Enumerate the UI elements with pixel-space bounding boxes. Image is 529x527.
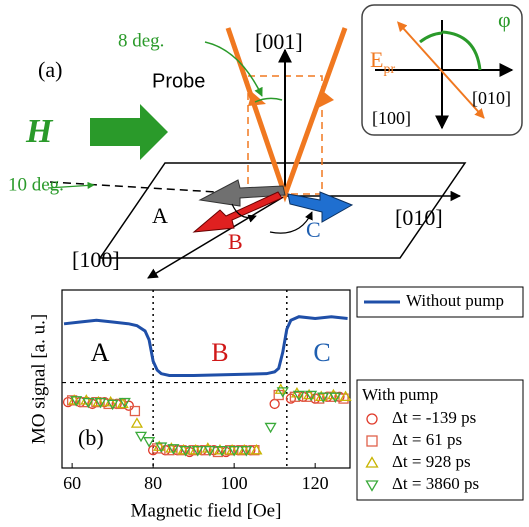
- legend-swatch: [365, 456, 379, 468]
- data-point: [292, 390, 306, 402]
- data-point: [339, 390, 352, 402]
- data-point: [70, 396, 83, 407]
- data-point: [153, 440, 166, 451]
- rotation-arrow: [231, 203, 257, 223]
- angle-arc: [419, 31, 443, 44]
- x-tick-label: 120: [302, 473, 329, 493]
- angle-pointer: [47, 181, 95, 190]
- region-label: A: [91, 338, 110, 367]
- plot-frame: [61, 289, 351, 469]
- data-point: [130, 417, 144, 428]
- data-point: [82, 397, 95, 409]
- angle-arc: [254, 97, 283, 103]
- data-point: [215, 445, 229, 457]
- data-point: [213, 443, 227, 455]
- data-point: [269, 398, 280, 410]
- data-point: [238, 443, 251, 455]
- data-point: [228, 445, 241, 457]
- sample-plane: [98, 162, 467, 259]
- data-point: [264, 422, 277, 434]
- legend-label: Δt = 61 ps: [392, 430, 462, 449]
- data-point: [240, 445, 253, 457]
- data-point: [250, 443, 263, 455]
- region-label: B: [211, 338, 228, 367]
- data-point: [155, 442, 168, 453]
- axis-label: [010]: [395, 205, 443, 230]
- data-point: [191, 445, 204, 457]
- field-arrow: [90, 104, 168, 160]
- data-point: [68, 394, 81, 405]
- data-point: [179, 445, 192, 457]
- field-subscript: pr: [383, 62, 395, 77]
- x-axis-title: Magnetic field [Oe]: [131, 500, 282, 521]
- panel-label: (b): [78, 425, 104, 450]
- axis-label: [100]: [72, 247, 120, 272]
- legend-label: Without pump: [406, 291, 504, 310]
- chart: 60 80 100 120 Magnetic field [Oe] MO signal […: [28, 286, 524, 521]
- legend-label: Δt = -139 ps: [392, 408, 476, 427]
- angle-label: φ: [498, 7, 511, 32]
- x-tick-label: 100: [221, 473, 248, 493]
- legend-label: Δt = 928 ps: [392, 452, 471, 471]
- data-point: [276, 387, 289, 398]
- domain-label: B: [228, 229, 243, 254]
- domain-a-arrow: [198, 179, 286, 207]
- domain-b-arrow: [192, 191, 283, 233]
- diagram: (a) 8 deg. [001] Probe H 10 deg. A B C […: [8, 4, 523, 279]
- data-point: [167, 444, 180, 455]
- data-line: [63, 315, 348, 377]
- field-symbol: E: [370, 47, 383, 72]
- data-point: [317, 392, 330, 404]
- data-point: [177, 443, 190, 455]
- data-point: [329, 392, 342, 404]
- data-point: [106, 399, 119, 411]
- legend-swatch: [365, 480, 379, 492]
- angle-label: 10 deg.: [8, 174, 64, 195]
- legend-swatch: [366, 413, 378, 425]
- angle-pointer: [204, 41, 263, 97]
- data-point: [226, 443, 239, 455]
- legend-label: Δt = 3860 ps: [392, 474, 479, 493]
- data-point: [165, 442, 178, 453]
- y-axis-title: MO signal [a. u.]: [28, 314, 49, 444]
- domain-label: C: [306, 217, 321, 242]
- inset: φ Epr [010] [100]: [361, 4, 523, 136]
- axis-label: [010]: [472, 88, 511, 108]
- axis-label: [100]: [372, 108, 411, 128]
- data-point: [315, 390, 328, 402]
- legend-title: With pump: [362, 385, 438, 404]
- field-label: H: [25, 113, 54, 150]
- data-point: [134, 431, 148, 443]
- angle-label: 8 deg.: [118, 30, 164, 51]
- axis-label: [001]: [255, 29, 303, 54]
- domain-label: A: [152, 203, 168, 228]
- data-point: [94, 397, 107, 409]
- data-point: [305, 390, 318, 402]
- legend-swatch: [366, 435, 378, 447]
- data-point: [189, 443, 202, 455]
- panel-label: (a): [38, 57, 62, 82]
- beam-arrowhead: [248, 92, 266, 106]
- data-point: [116, 397, 129, 409]
- angle-arc: [441, 30, 482, 71]
- data-point: [143, 437, 156, 448]
- beam-arrowhead: [318, 92, 334, 108]
- legend-frame: [356, 379, 524, 501]
- domain-c-arrow: [287, 191, 354, 223]
- legend: Without pump With pump Δt = -139 ps Δt = 61…: [356, 286, 524, 501]
- x-tick-label: 60: [63, 473, 81, 493]
- region-label: C: [313, 338, 330, 367]
- rotation-arrow: [269, 211, 313, 234]
- data-point: [303, 388, 316, 400]
- data-point: [118, 397, 131, 409]
- field-label: Epr: [370, 47, 395, 77]
- polarization-arrow: [396, 21, 485, 119]
- data-point: [203, 445, 216, 457]
- x-tick-label: 80: [144, 473, 162, 493]
- data-point: [129, 405, 141, 417]
- probe-label: Probe: [152, 70, 205, 92]
- data-point: [92, 395, 105, 407]
- axis-100-arrow: [147, 195, 286, 279]
